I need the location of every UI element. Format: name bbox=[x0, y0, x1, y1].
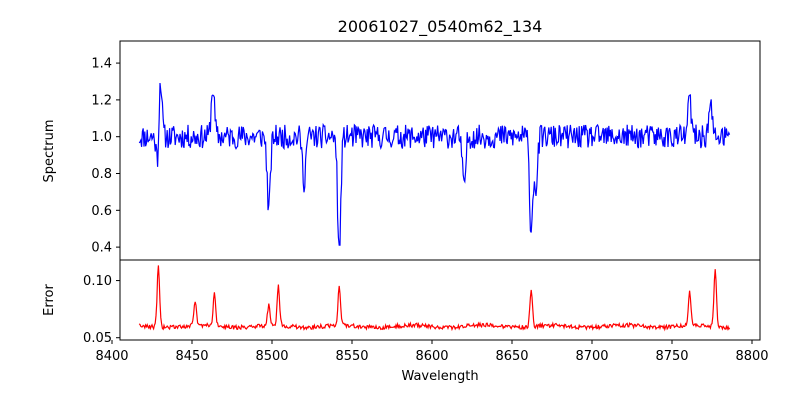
spectrum-y-ticks: 0.4 0.6 0.8 1.0 1.2 1.4 bbox=[91, 57, 120, 256]
x-ticks: 8400 8450 8500 8550 8600 8650 8700 8750 8800 bbox=[95, 340, 769, 364]
x-tick-label: 8500 bbox=[255, 349, 288, 364]
x-tick-label: 8400 bbox=[95, 349, 128, 364]
y-tick-label: 0.10 bbox=[83, 274, 112, 289]
x-tick-label: 8550 bbox=[335, 349, 368, 364]
x-tick-label: 8800 bbox=[735, 349, 768, 364]
error-series-line bbox=[138, 265, 731, 332]
x-tick-label: 8750 bbox=[655, 349, 688, 364]
error-panel: 0.05 0.10 8400 8450 8500 8550 8600 8650 8700 875… bbox=[42, 259, 769, 384]
x-tick-label: 8700 bbox=[575, 349, 608, 364]
chart-title: 20061027_0540m62_134 bbox=[338, 17, 543, 37]
x-tick-label: 8600 bbox=[415, 349, 448, 364]
error-y-ticks: 0.05 0.10 bbox=[83, 274, 120, 346]
y-tick-label: 0.8 bbox=[91, 167, 112, 182]
spectrum-ylabel: Spectrum bbox=[42, 120, 57, 183]
y-tick-label: 0.6 bbox=[91, 204, 112, 219]
y-tick-label: 0.05 bbox=[83, 331, 112, 346]
spectrum-panel: 0.4 0.6 0.8 1.0 1.2 1.4 Spectrum bbox=[42, 40, 761, 261]
y-tick-label: 1.2 bbox=[91, 93, 112, 108]
x-tick-label: 8650 bbox=[495, 349, 528, 364]
y-tick-label: 1.4 bbox=[91, 57, 112, 72]
y-tick-label: 0.4 bbox=[91, 241, 112, 256]
x-tick-label: 8450 bbox=[175, 349, 208, 364]
error-ylabel: Error bbox=[42, 284, 57, 316]
spectrum-series-line bbox=[138, 82, 731, 246]
spectrum-axes-frame bbox=[119, 40, 761, 261]
y-tick-label: 1.0 bbox=[91, 130, 112, 145]
x-axis-label: Wavelength bbox=[401, 369, 478, 384]
